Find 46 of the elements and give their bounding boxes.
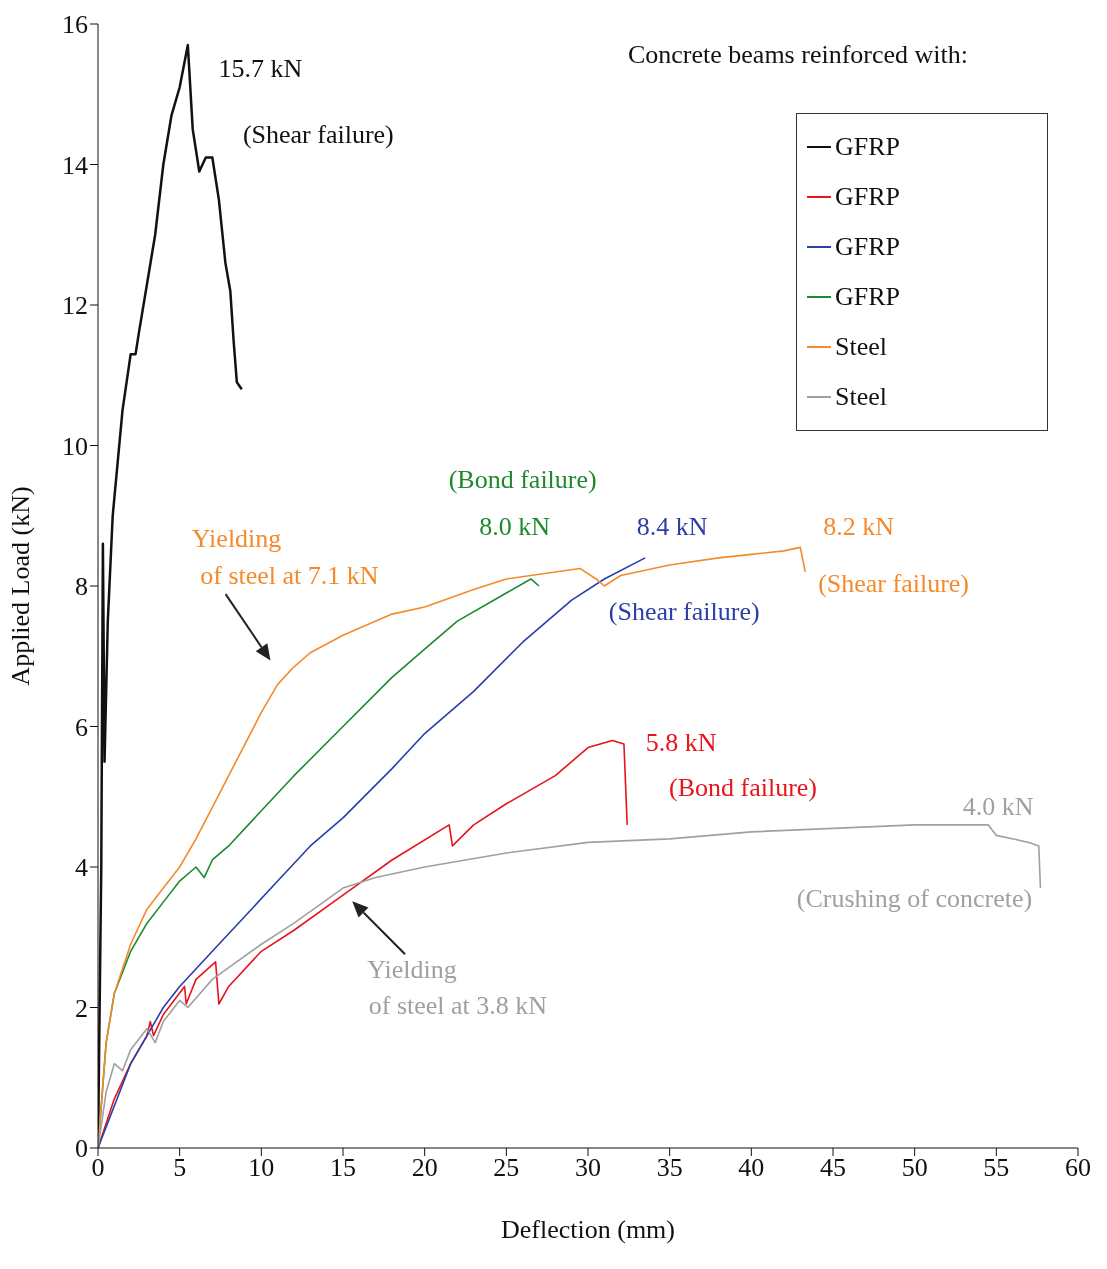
x-tick-label: 60 (1065, 1153, 1091, 1183)
annotation: (Shear failure) (242, 120, 394, 150)
annotation: 5.8 kN (645, 728, 717, 758)
x-tick-label: 30 (575, 1153, 601, 1183)
x-tick-label: 5 (173, 1153, 187, 1183)
y-tick-label: 6 (75, 712, 88, 742)
annotation: 8.2 kN (823, 511, 895, 541)
x-tick-label: 40 (738, 1153, 765, 1183)
legend-label: GFRP (835, 232, 901, 262)
annotation: Yielding (191, 524, 282, 554)
y-axis-title: Applied Load (kN) (6, 486, 36, 686)
annotation: (Shear failure) (818, 568, 969, 598)
legend-title: Concrete beams reinforced with: (627, 40, 968, 70)
y-tick-label: 2 (75, 993, 88, 1023)
x-tick-label: 10 (248, 1153, 275, 1183)
y-tick-label: 4 (75, 853, 88, 883)
legend-label: Steel (835, 382, 887, 412)
annotation: (Bond failure) (669, 772, 818, 802)
annotation: (Crushing of concrete) (796, 884, 1033, 914)
x-tick-label: 50 (901, 1153, 928, 1183)
legend-label: GFRP (835, 132, 901, 162)
x-axis-title: Deflection (mm) (501, 1215, 675, 1244)
x-tick-label: 20 (411, 1153, 438, 1183)
y-tick-label: 0 (75, 1134, 88, 1164)
annotation: 4.0 kN (962, 792, 1034, 822)
legend-label: Steel (835, 332, 887, 362)
y-tick-label: 10 (62, 431, 88, 461)
annotation: of steel at 3.8 kN (368, 991, 548, 1021)
y-tick-label: 14 (62, 150, 88, 180)
x-tick-label: 35 (656, 1153, 683, 1183)
legend-label: GFRP (835, 182, 901, 212)
x-tick-label: 45 (820, 1153, 846, 1183)
y-tick-label: 8 (75, 572, 88, 602)
annotation: 8.0 kN (479, 511, 551, 541)
annotation: 8.4 kN (636, 511, 708, 541)
x-tick-label: 15 (330, 1153, 356, 1183)
annotation: Yielding (367, 954, 457, 984)
annotation: (Shear failure) (608, 596, 760, 626)
x-tick-label: 55 (983, 1153, 1010, 1183)
legend-label: GFRP (835, 282, 901, 312)
annotation: of steel at 7.1 kN (200, 560, 379, 590)
x-tick-label: 25 (493, 1153, 520, 1183)
annotation: (Bond failure) (448, 464, 597, 494)
annotation: 15.7 kN (218, 53, 303, 83)
y-tick-label: 12 (62, 291, 88, 321)
y-tick-label: 16 (62, 10, 88, 40)
